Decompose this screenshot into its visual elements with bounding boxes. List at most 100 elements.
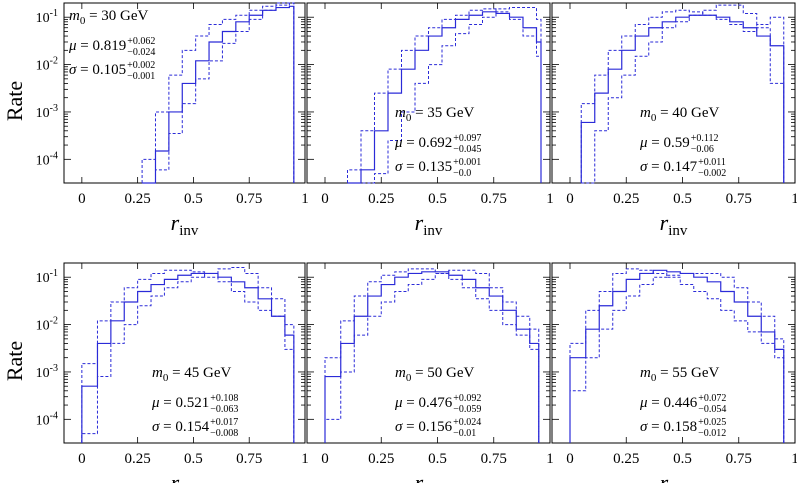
panel-6: 0 0.25 0.5 0.75 1 rinv m0 = 55 GeV μ = 0.446+0.… (551, 262, 797, 483)
mu-lower-error: −0.059 (453, 404, 481, 415)
mu-upper-error: +0.112 (691, 133, 719, 144)
series-lower-histogram (81, 267, 295, 443)
series-upper-histogram (580, 9, 785, 183)
x-tick-label: 0 (321, 451, 329, 467)
x-tick-label: 0.25 (613, 191, 639, 207)
panel-frame (551, 2, 796, 184)
x-tick-label: 0.25 (368, 191, 394, 207)
x-tick-label: 0.25 (368, 451, 394, 467)
x-axis-label: rinv (171, 210, 199, 239)
sigma-label: σ = 0.147 (640, 159, 698, 175)
mu-label: μ = 0.819 (68, 38, 126, 54)
sigma-lower-error: −0.008 (210, 428, 238, 439)
panel-frame (306, 2, 551, 184)
mu-label: μ = 0.521 (151, 395, 209, 411)
sigma-upper-error: +0.024 (453, 417, 481, 428)
x-tick-label: 0.25 (125, 451, 151, 467)
series-central-histogram (580, 14, 785, 183)
series-upper-histogram (347, 8, 542, 183)
mu-lower-error: −0.024 (127, 47, 155, 58)
mass-label: m0 = 55 GeV (640, 365, 720, 384)
x-tick-label: 1 (301, 191, 309, 207)
x-tick-label: 0.75 (726, 191, 752, 207)
sigma-label: σ = 0.105 (69, 62, 126, 78)
mu-upper-error: +0.062 (127, 36, 155, 47)
x-tick-label: 0 (321, 191, 329, 207)
series-upper-histogram (324, 268, 540, 443)
x-tick-label: 1 (301, 451, 309, 467)
mu-lower-error: −0.063 (210, 404, 238, 415)
x-tick-label: 1 (791, 451, 797, 467)
sigma-lower-error: −0.001 (127, 71, 155, 82)
x-axis-label: rinv (415, 210, 443, 239)
y-tick-labels: 10-1 10-2 10-3 10-4 (36, 268, 58, 428)
panel-1: 10-1 10-2 10-3 10-4 Rate 0 0.25 0.5 0.75 1 rinv m0 … (2, 2, 309, 239)
panel-annotation: m0 = 40 GeV μ = 0.59 +0.112−0.06 σ = 0.147 +… (639, 105, 726, 179)
x-tick-label: 0.75 (236, 451, 262, 467)
x-tick-label: 0.75 (481, 451, 507, 467)
sigma-upper-error: +0.002 (127, 60, 155, 71)
sigma-lower-error: −0.012 (698, 428, 726, 439)
x-axis-label: rinv (171, 470, 199, 483)
x-tick-label: 1 (791, 191, 797, 207)
mu-label: μ = 0.476 (394, 395, 453, 411)
sigma-lower-error: −0.0 (453, 168, 471, 179)
panel-frame (63, 2, 306, 184)
x-tick-label: 0 (78, 451, 86, 467)
x-tick-label: 0.5 (184, 451, 203, 467)
x-axis-label: rinv (660, 470, 688, 483)
series-lower-histogram (347, 7, 542, 184)
mass-label: m0 = 40 GeV (640, 105, 720, 124)
x-tick-label: 0.5 (428, 451, 447, 467)
y-axis-label: Rate (2, 81, 27, 121)
y-tick-label: 10-3 (36, 103, 58, 121)
mu-upper-error: +0.072 (698, 393, 726, 404)
y-tick-label: 10-4 (36, 150, 58, 168)
sigma-lower-error: −0.002 (698, 168, 726, 179)
series-central-histogram (142, 5, 295, 184)
series-central-histogram (81, 272, 295, 443)
series-lower-histogram (569, 272, 785, 443)
y-tick-label: 10-1 (36, 8, 58, 26)
panel-3: 0 0.25 0.5 0.75 1 rinv m0 = 40 GeV μ = 0.59 +0.1… (551, 2, 797, 239)
series-upper-histogram (81, 269, 295, 443)
mu-label: μ = 0.446 (639, 395, 698, 411)
x-tick-label: 0.75 (726, 451, 752, 467)
mu-lower-error: −0.054 (698, 404, 726, 415)
mass-label: m0 = 50 GeV (395, 365, 475, 384)
x-tick-label: 0.25 (125, 191, 151, 207)
series-central-histogram (569, 269, 785, 443)
x-tick-label: 0.75 (481, 191, 507, 207)
mass-label: m0 = 35 GeV (395, 105, 475, 124)
x-tick-label: 0.5 (184, 191, 203, 207)
series-lower-histogram (581, 4, 785, 184)
sigma-label: σ = 0.135 (395, 159, 452, 175)
series-upper-histogram (141, 2, 295, 183)
y-tick-label: 10-3 (36, 363, 58, 381)
series-central-histogram (324, 271, 540, 443)
mu-upper-error: +0.092 (453, 393, 481, 404)
sigma-upper-error: +0.025 (698, 417, 726, 428)
sigma-upper-error: +0.011 (698, 157, 726, 168)
y-tick-labels: 10-1 10-2 10-3 10-4 (36, 8, 58, 168)
x-tick-label: 0.25 (613, 451, 639, 467)
y-tick-label: 10-2 (36, 56, 58, 74)
mu-lower-error: −0.045 (453, 144, 481, 155)
x-tick-label: 0.5 (428, 191, 447, 207)
series-lower-histogram (324, 269, 540, 443)
x-axis-label: rinv (415, 470, 443, 483)
panel-4: 10-1 10-2 10-3 10-4 Rate 0 0.25 0.5 0.75 1 rinv m0 … (2, 262, 309, 483)
series-lower-histogram (142, 2, 295, 184)
x-axis-label: rinv (660, 210, 688, 239)
x-tick-label: 1 (546, 191, 554, 207)
x-tick-label: 0 (566, 191, 574, 207)
y-tick-label: 10-1 (36, 268, 58, 286)
panel-5: 0 0.25 0.5 0.75 1 rinv m0 = 50 GeV μ = 0.476+0.… (306, 262, 554, 483)
sigma-lower-error: −0.01 (453, 428, 476, 439)
sigma-label: σ = 0.154 (152, 419, 210, 435)
